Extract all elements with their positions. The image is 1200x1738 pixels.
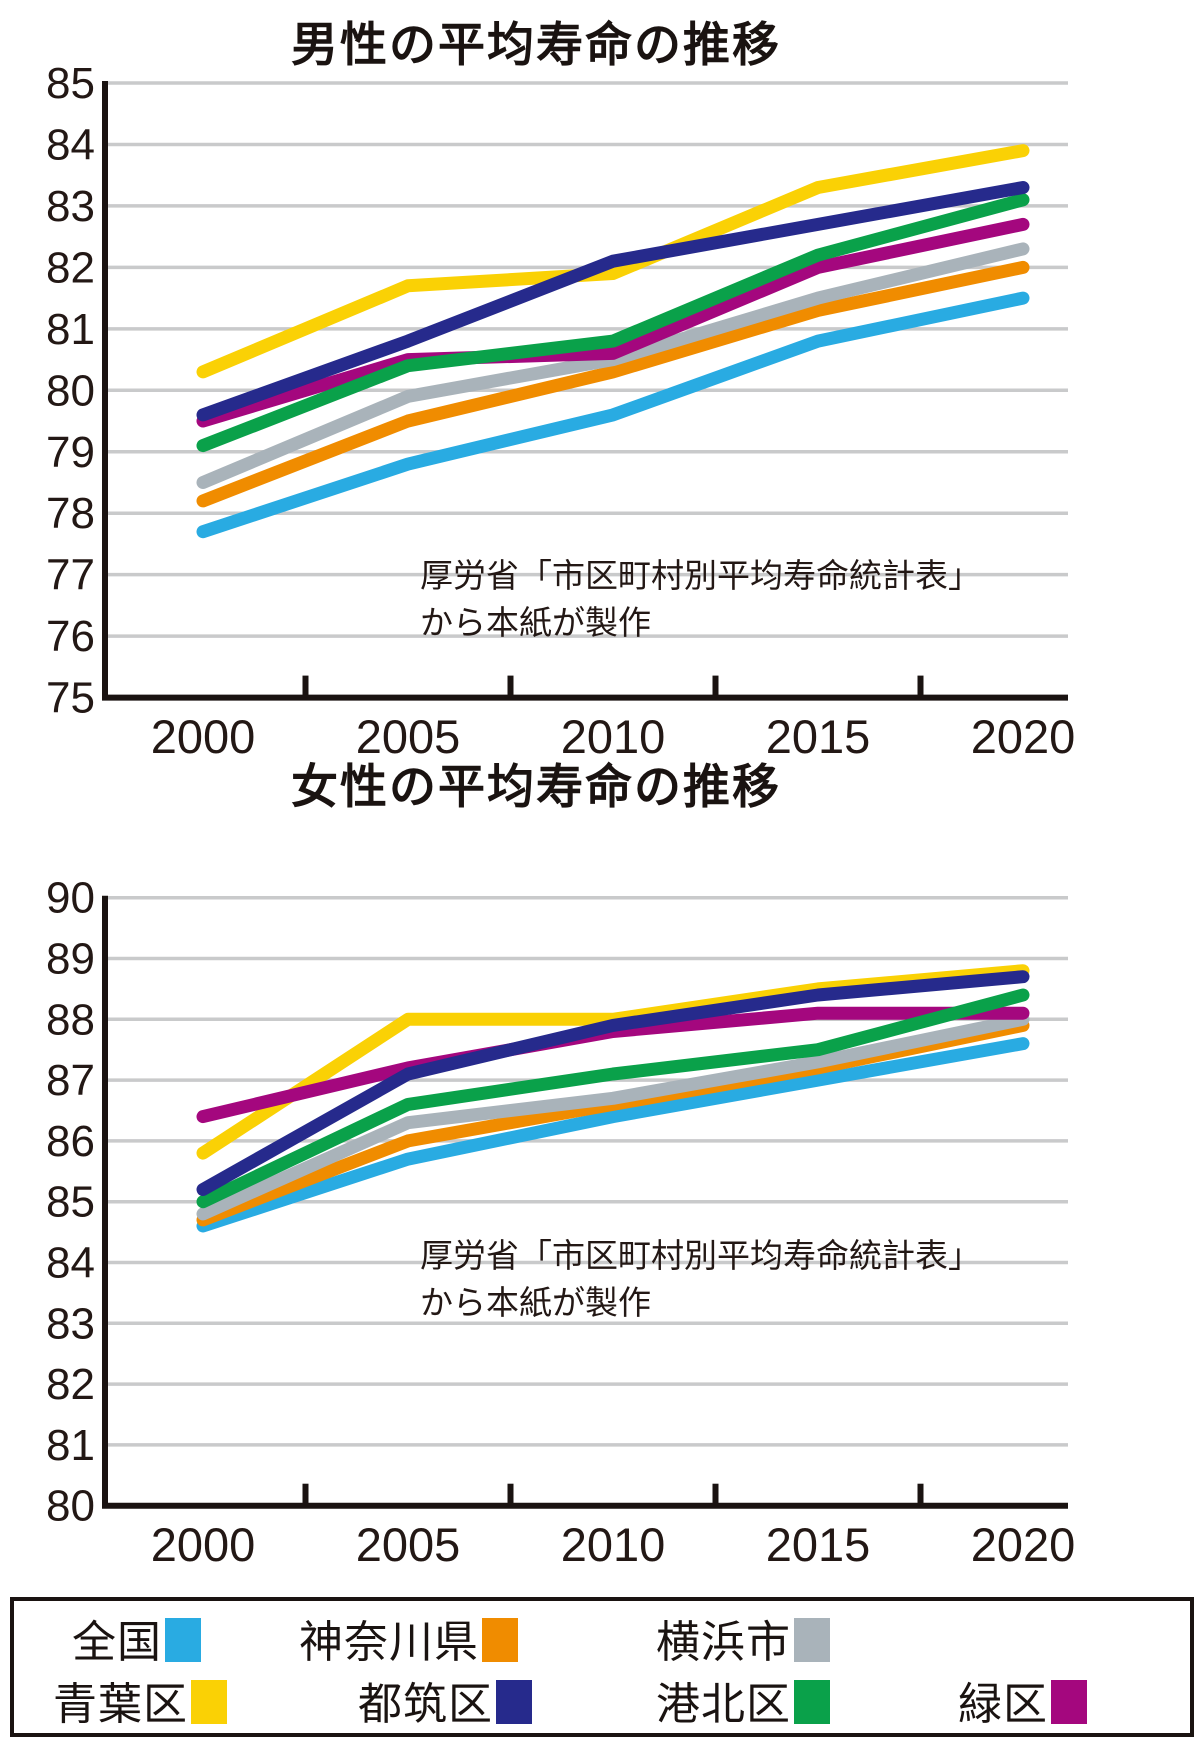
legend-item-kohoku: 港北区: [656, 1676, 830, 1729]
y-axis-tick-label: 81: [46, 305, 95, 354]
legend-item-tsuzuki: 都筑区: [358, 1676, 532, 1729]
series-line-全国: [196, 1037, 1030, 1233]
x-axis-tick-label: 2005: [356, 710, 461, 763]
legend-swatch-cyan: [165, 1618, 201, 1662]
y-axis-tick-label: 85: [46, 1178, 95, 1227]
x-axis-tick-label: 2010: [561, 710, 666, 763]
legend-swatch-gray: [794, 1618, 830, 1662]
y-axis-tick-label: 82: [46, 1360, 95, 1409]
legend-item-midori: 緑区: [958, 1676, 1087, 1729]
legend-swatch-navy: [496, 1680, 532, 1724]
y-axis-tick-label: 77: [46, 551, 95, 600]
x-axis-tick-label: 2015: [766, 710, 871, 763]
series-line-港北区: [196, 988, 1030, 1209]
x-axis-tick-label: 2020: [971, 1518, 1076, 1571]
male-chart-source-note: 厚労省「市区町村別平均寿命統計表」 から本紙が製作: [420, 552, 981, 646]
legend-item-aoba: 青葉区: [53, 1676, 227, 1729]
legend-swatch-orange: [482, 1618, 518, 1662]
y-axis-tick-label: 85: [46, 59, 95, 108]
legend-label: 都筑区: [358, 1680, 493, 1729]
y-axis-tick-label: 86: [46, 1117, 95, 1166]
source-note-line2: から本紙が製作: [420, 604, 651, 641]
legend-label: 神奈川県: [299, 1618, 479, 1667]
x-axis-tick-label: 2020: [971, 710, 1076, 763]
legend-label: 青葉区: [53, 1680, 188, 1729]
legend-swatch-magenta: [1051, 1680, 1087, 1724]
y-axis-tick-label: 87: [46, 1056, 95, 1105]
source-note-line1: 厚労省「市区町村別平均寿命統計表」: [420, 557, 981, 594]
female-chart-source-note: 厚労省「市区町村別平均寿命統計表」 から本紙が製作: [420, 1232, 981, 1326]
x-axis-tick-label: 2005: [356, 1518, 461, 1571]
legend-box: 全国 神奈川県 横浜市 青葉区 都筑区 港北区 緑区: [10, 1597, 1194, 1737]
y-axis-tick-label: 83: [46, 1299, 95, 1348]
series-line-神奈川県: [196, 260, 1030, 508]
y-axis-tick-label: 82: [46, 243, 95, 292]
y-axis-tick-label: 84: [46, 120, 95, 169]
x-axis-tick-label: 2015: [766, 1518, 871, 1571]
series-line-全国: [196, 291, 1030, 539]
series-line-青葉区: [196, 144, 1030, 379]
y-axis-tick-label: 81: [46, 1421, 95, 1470]
legend-item-kanagawa: 神奈川県: [299, 1614, 518, 1667]
y-axis-tick-label: 78: [46, 489, 95, 538]
male-chart-title: 男性の平均寿命の推移: [291, 18, 781, 71]
legend-swatch-green: [794, 1680, 830, 1724]
series-line-港北区: [196, 193, 1030, 453]
legend-item-zenkoku: 全国: [72, 1614, 201, 1667]
series-line-都筑区: [196, 181, 1030, 422]
y-axis-tick-label: 76: [46, 612, 95, 661]
source-note-line2: から本紙が製作: [420, 1284, 651, 1321]
legend-label: 横浜市: [656, 1618, 791, 1667]
x-axis-tick-label: 2000: [151, 1518, 256, 1571]
series-line-都筑区: [196, 970, 1030, 1196]
y-axis-tick-label: 89: [46, 935, 95, 984]
legend-swatch-yellow: [191, 1680, 227, 1724]
y-axis-tick-label: 88: [46, 995, 95, 1044]
legend-label: 緑区: [958, 1680, 1048, 1729]
x-axis-tick-label: 2000: [151, 710, 256, 763]
source-note-line1: 厚労省「市区町村別平均寿命統計表」: [420, 1237, 981, 1274]
legend-label: 全国: [72, 1618, 162, 1667]
y-axis-tick-label: 80: [46, 366, 95, 415]
female-chart-title: 女性の平均寿命の推移: [291, 760, 781, 813]
series-line-緑区: [196, 217, 1030, 428]
y-axis-tick-label: 90: [46, 874, 95, 923]
legend-label: 港北区: [656, 1680, 791, 1729]
legend-item-yokohama: 横浜市: [656, 1614, 830, 1667]
y-axis-tick-label: 75: [46, 674, 95, 723]
y-axis-tick-label: 80: [46, 1482, 95, 1531]
y-axis-tick-label: 84: [46, 1239, 95, 1288]
x-axis-tick-label: 2010: [561, 1518, 666, 1571]
series-line-横浜市: [196, 1012, 1030, 1221]
y-axis-tick-label: 83: [46, 182, 95, 231]
y-axis-tick-label: 79: [46, 428, 95, 477]
